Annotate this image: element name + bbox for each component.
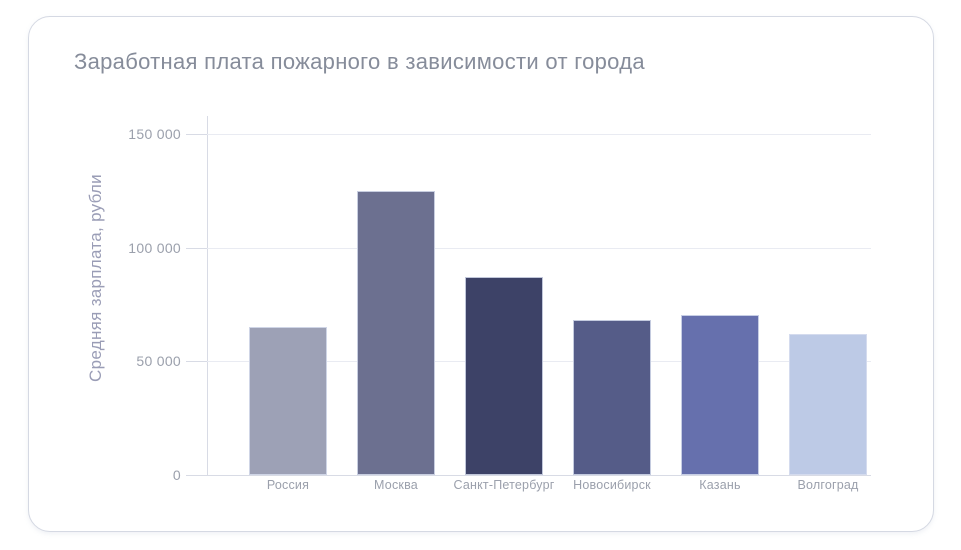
- chart-bar: [681, 315, 759, 475]
- chart-bar: [249, 327, 327, 475]
- x-axis-category-label: Санкт-Петербург: [453, 478, 555, 492]
- y-axis-tick: [186, 361, 207, 362]
- chart-bar: [789, 334, 867, 475]
- x-axis-category-label: Волгоград: [797, 478, 859, 492]
- x-axis-category-label: Казань: [699, 478, 741, 492]
- gridline: [207, 134, 871, 135]
- chart-bar: [465, 277, 543, 475]
- x-axis-category-label: Россия: [266, 478, 310, 492]
- x-axis-category-label: Москва: [374, 478, 418, 492]
- gridline: [207, 248, 871, 249]
- plot-area: 0 50 000 100 000 150 000 Россия Москва Санкт-П…: [29, 17, 933, 531]
- chart-bar: [357, 191, 435, 475]
- y-axis-tick-label: 0: [172, 467, 181, 483]
- x-axis-category-label: Новосибирск: [573, 478, 651, 492]
- chart-card: Заработная плата пожарного в зависимости…: [28, 16, 934, 532]
- y-axis-tick-label: 50 000: [136, 353, 181, 369]
- y-axis-tick-label: 150 000: [128, 126, 181, 142]
- chart-title: Заработная плата пожарного в зависимости…: [74, 49, 645, 74]
- y-axis-tick: [186, 134, 207, 135]
- y-axis-tick-label: 100 000: [128, 240, 181, 256]
- y-axis-line: [207, 116, 208, 475]
- y-axis-tick: [186, 248, 207, 249]
- x-axis-baseline: [186, 475, 871, 476]
- chart-bar: [573, 320, 651, 475]
